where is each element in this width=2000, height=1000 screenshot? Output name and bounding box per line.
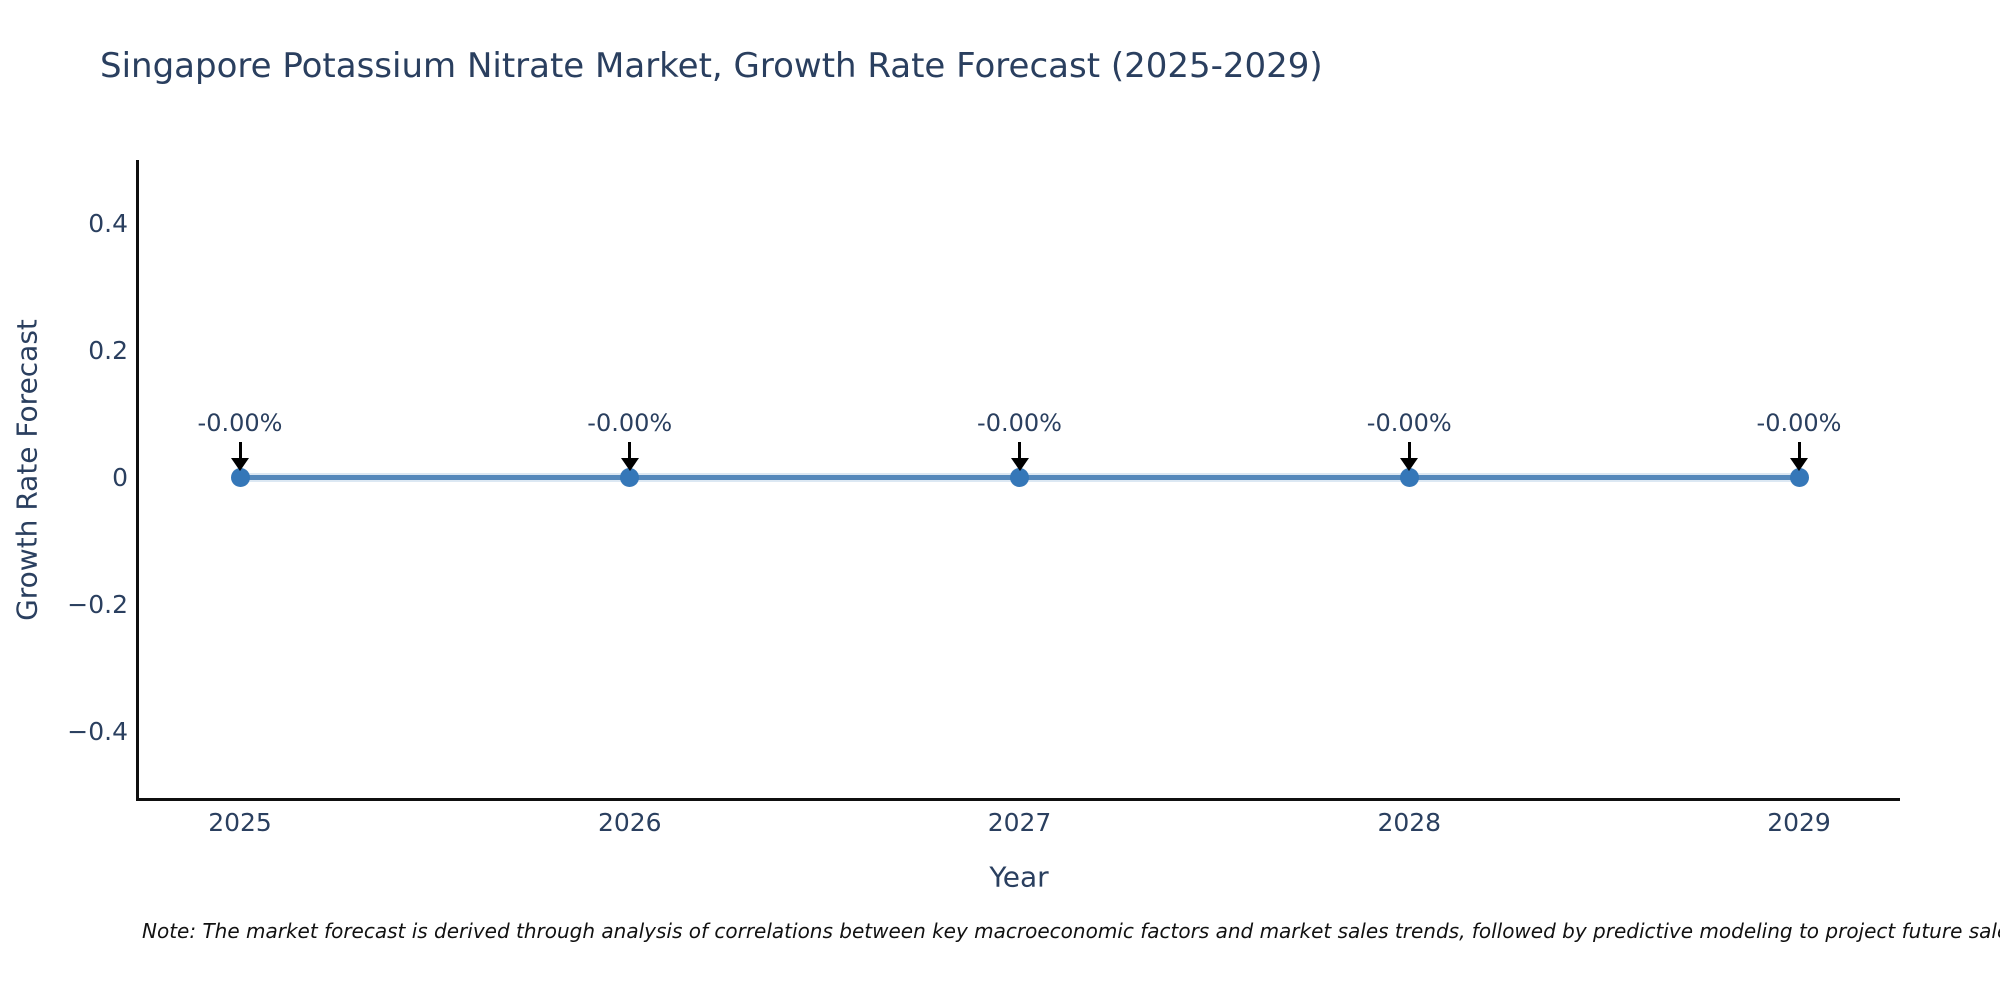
y-tick-label: 0.4: [88, 208, 128, 238]
y-tick-label: −0.2: [67, 589, 128, 619]
x-axis-title: Year: [989, 860, 1049, 894]
point-annotation-label: -0.00%: [197, 408, 283, 437]
x-tick-label: 2028: [1377, 808, 1442, 837]
annotation-arrowhead-icon: [231, 457, 249, 471]
x-tick-label: 2026: [597, 808, 662, 837]
footnote: Note: The market forecast is derived thr…: [142, 919, 2000, 943]
annotation-arrow-shaft: [628, 441, 632, 459]
x-tick-label: 2029: [1767, 808, 1831, 837]
data-point-marker[interactable]: [1010, 468, 1029, 487]
annotation-arrowhead-icon: [1400, 457, 1419, 471]
x-axis-line: [136, 798, 1900, 801]
data-point-marker[interactable]: [230, 468, 250, 487]
point-annotation-label: -0.00%: [1756, 408, 1842, 437]
x-tick-label: 2025: [208, 808, 272, 837]
annotation-arrowhead-icon: [1790, 457, 1808, 471]
data-point-marker[interactable]: [620, 468, 640, 487]
y-tick-label: 0.2: [88, 335, 128, 365]
point-annotation-label: -0.00%: [977, 408, 1062, 437]
annotation-arrowhead-icon: [620, 457, 639, 471]
data-point-marker[interactable]: [1399, 468, 1419, 487]
point-annotation-label: -0.00%: [1366, 408, 1452, 437]
x-tick-label: 2027: [987, 808, 1052, 837]
chart-title: Singapore Potassium Nitrate Market, Grow…: [100, 46, 1323, 86]
annotation-arrow-shaft: [1018, 441, 1021, 459]
annotation-arrow-shaft: [1407, 441, 1411, 459]
annotation-arrow-shaft: [1797, 441, 1801, 459]
annotation-arrow-shaft: [238, 441, 242, 459]
annotation-arrowhead-icon: [1010, 457, 1029, 471]
point-annotation-label: -0.00%: [587, 408, 673, 437]
data-point-marker[interactable]: [1789, 468, 1809, 487]
y-tick-label: −0.4: [67, 716, 128, 746]
y-axis-line: [136, 160, 139, 801]
y-tick-label: 0: [112, 462, 128, 492]
